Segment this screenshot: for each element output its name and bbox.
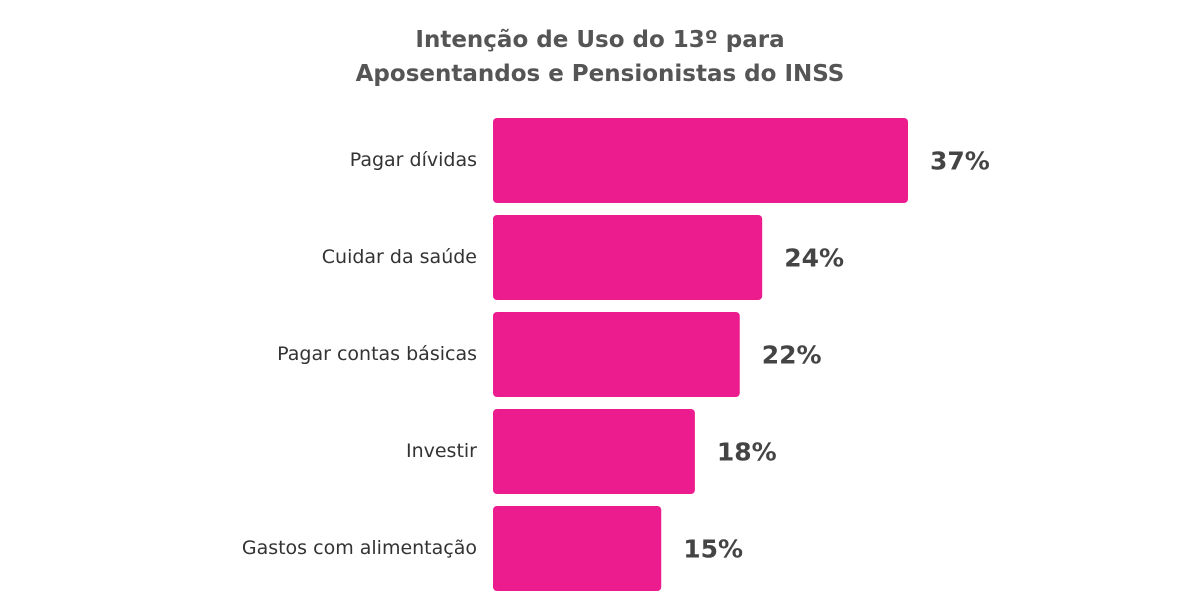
category-label-1: Cuidar da saúde — [322, 246, 477, 268]
chart-title-line-2: Aposentandos e Pensionistas do INSS — [355, 61, 845, 87]
category-label-3: Investir — [406, 440, 477, 462]
bar-1 — [493, 215, 763, 300]
bar-3 — [493, 409, 695, 494]
category-label-4: Gastos com alimentação — [242, 537, 477, 559]
bar-4 — [493, 506, 662, 591]
category-label-2: Pagar contas básicas — [277, 343, 477, 365]
bar-0 — [493, 118, 908, 203]
chart-title-line-1: Intenção de Uso do 13º para — [415, 27, 785, 53]
value-label-4: 15% — [683, 535, 743, 564]
value-label-3: 18% — [717, 438, 777, 467]
category-label-0: Pagar dívidas — [350, 149, 477, 171]
bar-2 — [493, 312, 740, 397]
value-label-0: 37% — [930, 147, 990, 176]
value-label-1: 24% — [784, 244, 844, 273]
value-label-2: 22% — [762, 341, 822, 370]
